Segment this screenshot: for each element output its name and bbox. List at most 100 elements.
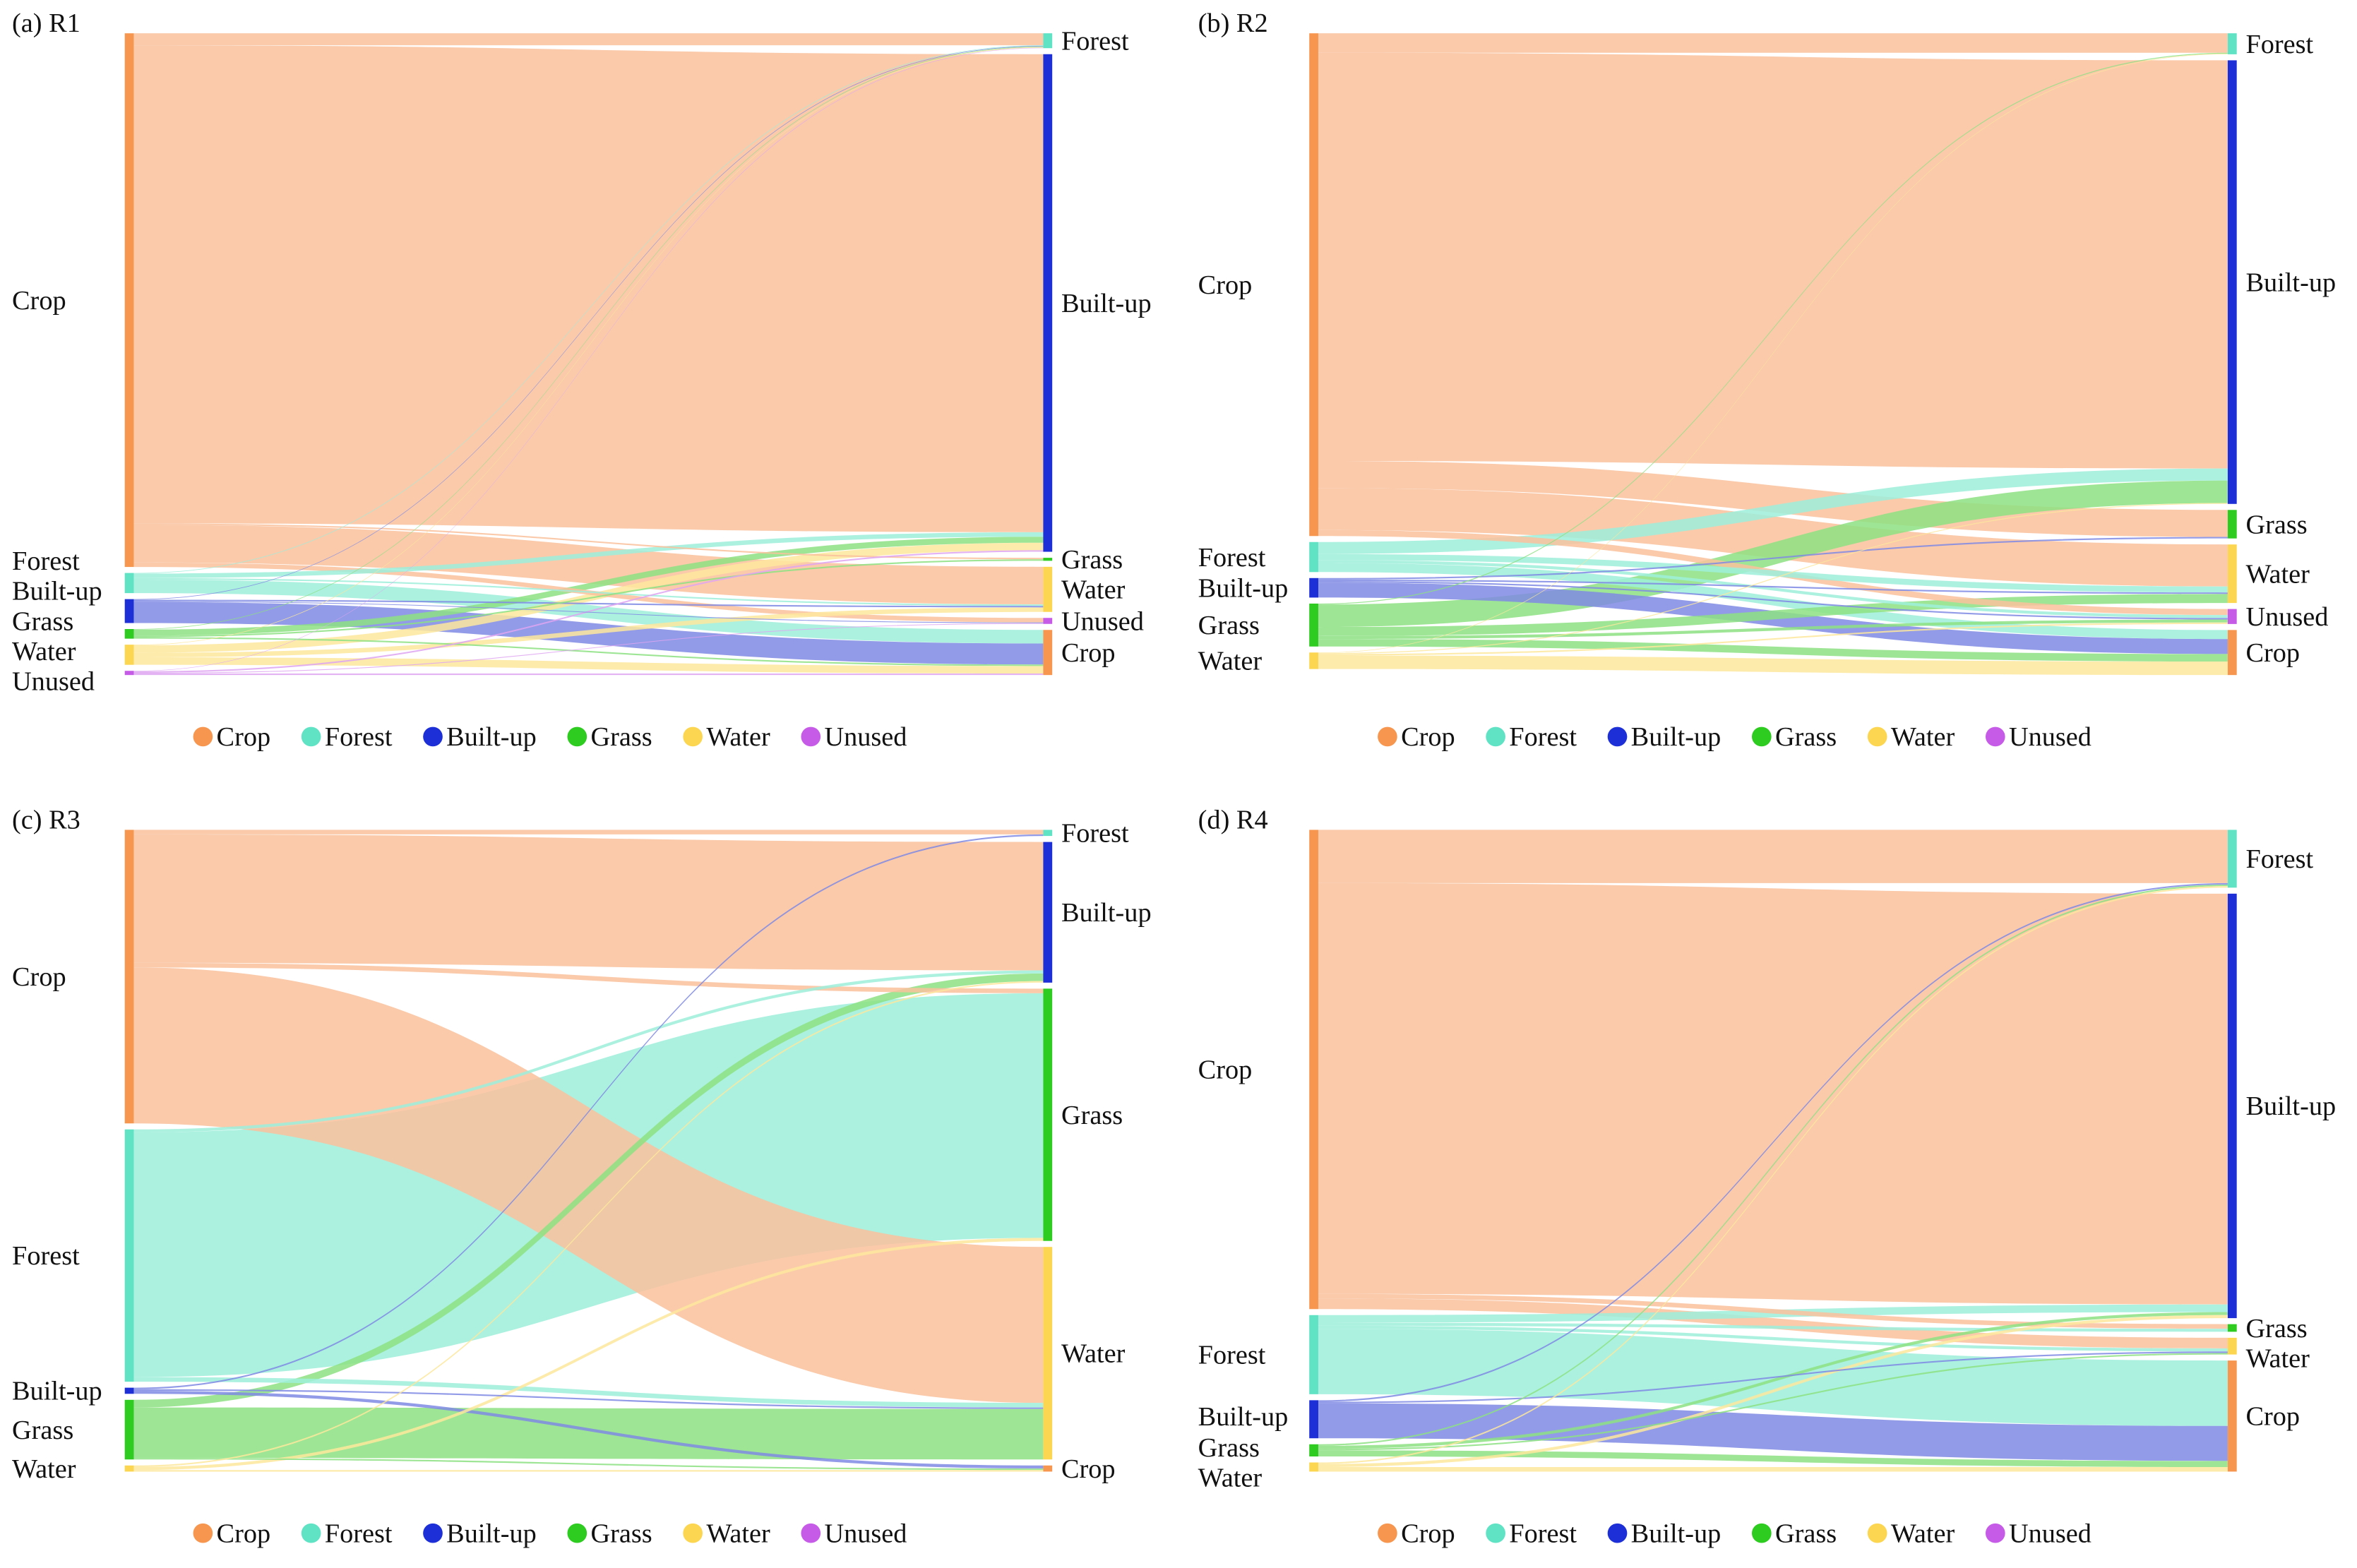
- link-grass-to-water: [133, 1407, 1044, 1460]
- right-node-label: Forest: [1061, 819, 1129, 849]
- legend: Crop Forest Built-up Grass Water Unused: [193, 722, 907, 752]
- right-node-built-up: [1043, 54, 1053, 552]
- link-grass-to-forest: [1318, 885, 2228, 1446]
- link-water-to-unused: [1318, 622, 2228, 656]
- link-crop-to-forest: [1318, 830, 2228, 883]
- legend-label: Grass: [1775, 722, 1837, 752]
- link-crop-to-built-up: [133, 45, 1044, 532]
- legend: Crop Forest Built-up Grass Water Unused: [193, 1519, 907, 1548]
- right-node-grass: [1043, 988, 1053, 1241]
- link-forest-to-water: [1318, 1325, 2228, 1352]
- legend-marker: [683, 726, 703, 747]
- legend-label: Built-up: [446, 1519, 537, 1548]
- left-node-label: Forest: [1198, 1341, 1266, 1370]
- link-crop-to-forest: [1318, 33, 2228, 53]
- legend-item-water: Water: [1867, 1519, 1955, 1548]
- left-node-label: Built-up: [12, 577, 102, 606]
- legend-marker: [423, 726, 443, 747]
- left-node-crop: [1309, 33, 1318, 537]
- legend-marker: [1867, 726, 1887, 747]
- legend-label: Crop: [217, 1519, 271, 1548]
- link-grass-to-built-up: [133, 973, 1044, 1408]
- legend-marker: [1985, 726, 2005, 747]
- legend-marker: [1607, 726, 1628, 747]
- legend-label: Crop: [217, 722, 271, 752]
- right-node-grass: [2227, 510, 2237, 539]
- right-node-forest: [1043, 830, 1053, 837]
- legend-item-forest: Forest: [301, 1519, 393, 1548]
- link-built-up-to-unused: [133, 601, 1044, 623]
- link-forest-to-forest: [133, 45, 1044, 574]
- link-grass-to-crop: [133, 637, 1044, 666]
- right-node-grass: [1043, 558, 1053, 561]
- right-node-crop: [1043, 1465, 1053, 1472]
- link-grass-to-water: [1318, 1353, 2228, 1451]
- left-node-label: Built-up: [1198, 1402, 1289, 1432]
- legend-marker: [423, 1523, 443, 1543]
- legend-item-built-up: Built-up: [423, 1519, 537, 1548]
- right-node-water: [1043, 1247, 1053, 1460]
- links: [1318, 33, 2228, 676]
- link-forest-to-built-up: [133, 970, 1044, 1133]
- link-crop-to-built-up: [133, 834, 1044, 971]
- left-node-grass: [1309, 1444, 1318, 1456]
- left-node-crop: [1309, 830, 1318, 1310]
- link-unused-to-crop: [133, 674, 1044, 676]
- legend-label: Forest: [1509, 722, 1577, 752]
- legend-label: Water: [706, 1519, 770, 1548]
- links: [133, 33, 1044, 676]
- link-built-up-to-unused: [1318, 581, 2228, 620]
- legend-label: Built-up: [1631, 722, 1721, 752]
- right-node-label: Built-up: [1061, 289, 1152, 318]
- right-node-built-up: [1043, 842, 1053, 983]
- legend-item-unused: Unused: [1985, 722, 2092, 752]
- legend-marker: [1751, 1523, 1772, 1543]
- right-node-label: Water: [1061, 575, 1126, 605]
- left-node-label: Water: [1198, 1464, 1263, 1493]
- legend-label: Unused: [824, 1519, 907, 1548]
- legend-label: Built-up: [446, 722, 537, 752]
- link-crop-to-grass: [133, 962, 1044, 993]
- legend: Crop Forest Built-up Grass Water Unused: [1378, 722, 2092, 752]
- left-node-label: Forest: [12, 1241, 80, 1271]
- link-water-to-forest: [133, 47, 1044, 646]
- right-node-label: Unused: [2245, 602, 2328, 632]
- right-node-label: Forest: [1061, 26, 1129, 56]
- left-node-label: Water: [12, 637, 76, 666]
- legend-label: Crop: [1401, 1519, 1455, 1548]
- right-node-label: Crop: [1061, 1454, 1116, 1484]
- sankey-panel-r3: (c) R3 Crop Forest Built-up Grass Water Fores…: [12, 805, 1152, 1548]
- right-node-unused: [1043, 618, 1053, 624]
- left-node-water: [124, 645, 134, 665]
- sankey-panel-r2: (b) R2 CropForestBuilt-upGrassWaterFores…: [1198, 8, 2336, 752]
- legend-label: Water: [1891, 1519, 1955, 1548]
- left-node-forest: [1309, 541, 1318, 573]
- right-node-water: [2227, 1337, 2237, 1355]
- left-node-label: Grass: [12, 1416, 73, 1445]
- link-forest-to-unused: [1318, 560, 2228, 618]
- left-node-crop: [124, 33, 134, 568]
- link-water-to-built-up: [133, 981, 1044, 1467]
- left-node-label: Unused: [12, 666, 95, 696]
- link-built-up-to-crop: [133, 1390, 1044, 1469]
- left-node-label: Built-up: [12, 1377, 102, 1406]
- right-node-water: [1043, 566, 1053, 612]
- legend-label: Forest: [325, 1519, 393, 1548]
- link-built-up-to-crop: [1318, 1403, 2228, 1461]
- link-crop-to-water: [133, 967, 1044, 1404]
- right-node-label: Water: [2245, 559, 2310, 589]
- legend-label: Grass: [1775, 1519, 1837, 1548]
- left-node-label: Built-up: [1198, 573, 1289, 603]
- legend-marker: [1486, 1523, 1505, 1543]
- link-built-up-to-water: [1318, 579, 2228, 594]
- legend-marker: [567, 726, 587, 747]
- link-built-up-to-water: [133, 1389, 1044, 1409]
- link-crop-to-water: [1318, 488, 2228, 587]
- legend-label: Built-up: [1631, 1519, 1721, 1548]
- right-node-grass: [2227, 1324, 2237, 1332]
- link-crop-to-forest: [133, 33, 1044, 46]
- right-node-label: Forest: [2245, 844, 2313, 874]
- sankey-panel-r1: (a) R1 CropForestBuilt-upGrassWaterUnuse…: [12, 8, 1152, 752]
- link-forest-to-water: [133, 577, 1044, 606]
- right-node-label: Unused: [1061, 606, 1144, 636]
